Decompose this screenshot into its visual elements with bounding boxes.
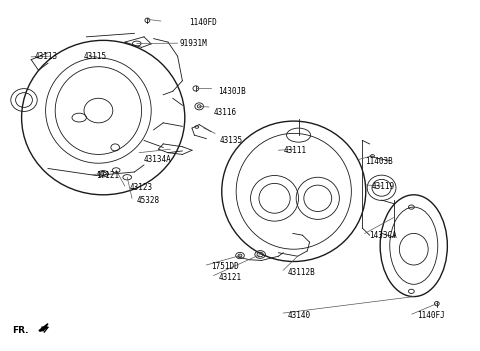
Text: 17121: 17121 xyxy=(96,171,119,180)
Text: 43135: 43135 xyxy=(220,136,243,145)
Text: 43119: 43119 xyxy=(372,181,395,191)
Polygon shape xyxy=(39,324,48,331)
Text: 1430JB: 1430JB xyxy=(218,87,246,96)
Text: 1751DD: 1751DD xyxy=(211,262,239,271)
Text: 43134A: 43134A xyxy=(144,155,172,164)
Text: FR.: FR. xyxy=(12,326,28,335)
Text: 43140: 43140 xyxy=(288,311,311,320)
Text: 11403B: 11403B xyxy=(365,157,393,166)
Text: 1140FD: 1140FD xyxy=(190,18,217,27)
Text: 91931M: 91931M xyxy=(180,39,208,48)
Text: 43112B: 43112B xyxy=(288,267,316,277)
Text: 45328: 45328 xyxy=(137,196,160,205)
Text: 43111: 43111 xyxy=(283,146,306,155)
Text: 43123: 43123 xyxy=(130,183,153,192)
Text: 43121: 43121 xyxy=(218,273,241,282)
Text: 1433CA: 1433CA xyxy=(370,231,397,240)
Text: 43116: 43116 xyxy=(214,108,237,117)
Text: 43113: 43113 xyxy=(35,52,58,61)
Text: 1140FJ: 1140FJ xyxy=(418,311,445,320)
Text: 43115: 43115 xyxy=(84,52,107,61)
